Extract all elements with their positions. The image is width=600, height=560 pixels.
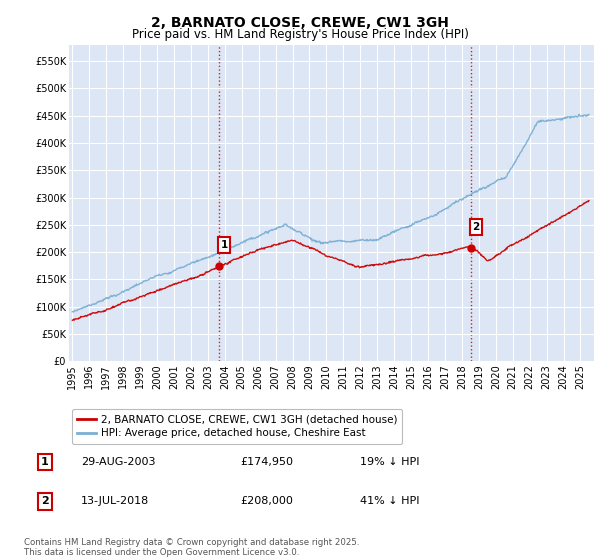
Text: 41% ↓ HPI: 41% ↓ HPI bbox=[360, 496, 419, 506]
Text: 29-AUG-2003: 29-AUG-2003 bbox=[81, 457, 155, 467]
Text: Price paid vs. HM Land Registry's House Price Index (HPI): Price paid vs. HM Land Registry's House … bbox=[131, 28, 469, 41]
Text: £174,950: £174,950 bbox=[240, 457, 293, 467]
Text: 1: 1 bbox=[221, 240, 228, 250]
Text: 2, BARNATO CLOSE, CREWE, CW1 3GH: 2, BARNATO CLOSE, CREWE, CW1 3GH bbox=[151, 16, 449, 30]
Text: 2: 2 bbox=[41, 496, 49, 506]
Text: £208,000: £208,000 bbox=[240, 496, 293, 506]
Legend: 2, BARNATO CLOSE, CREWE, CW1 3GH (detached house), HPI: Average price, detached : 2, BARNATO CLOSE, CREWE, CW1 3GH (detach… bbox=[71, 409, 403, 444]
Text: Contains HM Land Registry data © Crown copyright and database right 2025.
This d: Contains HM Land Registry data © Crown c… bbox=[24, 538, 359, 557]
Text: 2: 2 bbox=[473, 222, 480, 232]
Text: 13-JUL-2018: 13-JUL-2018 bbox=[81, 496, 149, 506]
Text: 19% ↓ HPI: 19% ↓ HPI bbox=[360, 457, 419, 467]
Text: 1: 1 bbox=[41, 457, 49, 467]
